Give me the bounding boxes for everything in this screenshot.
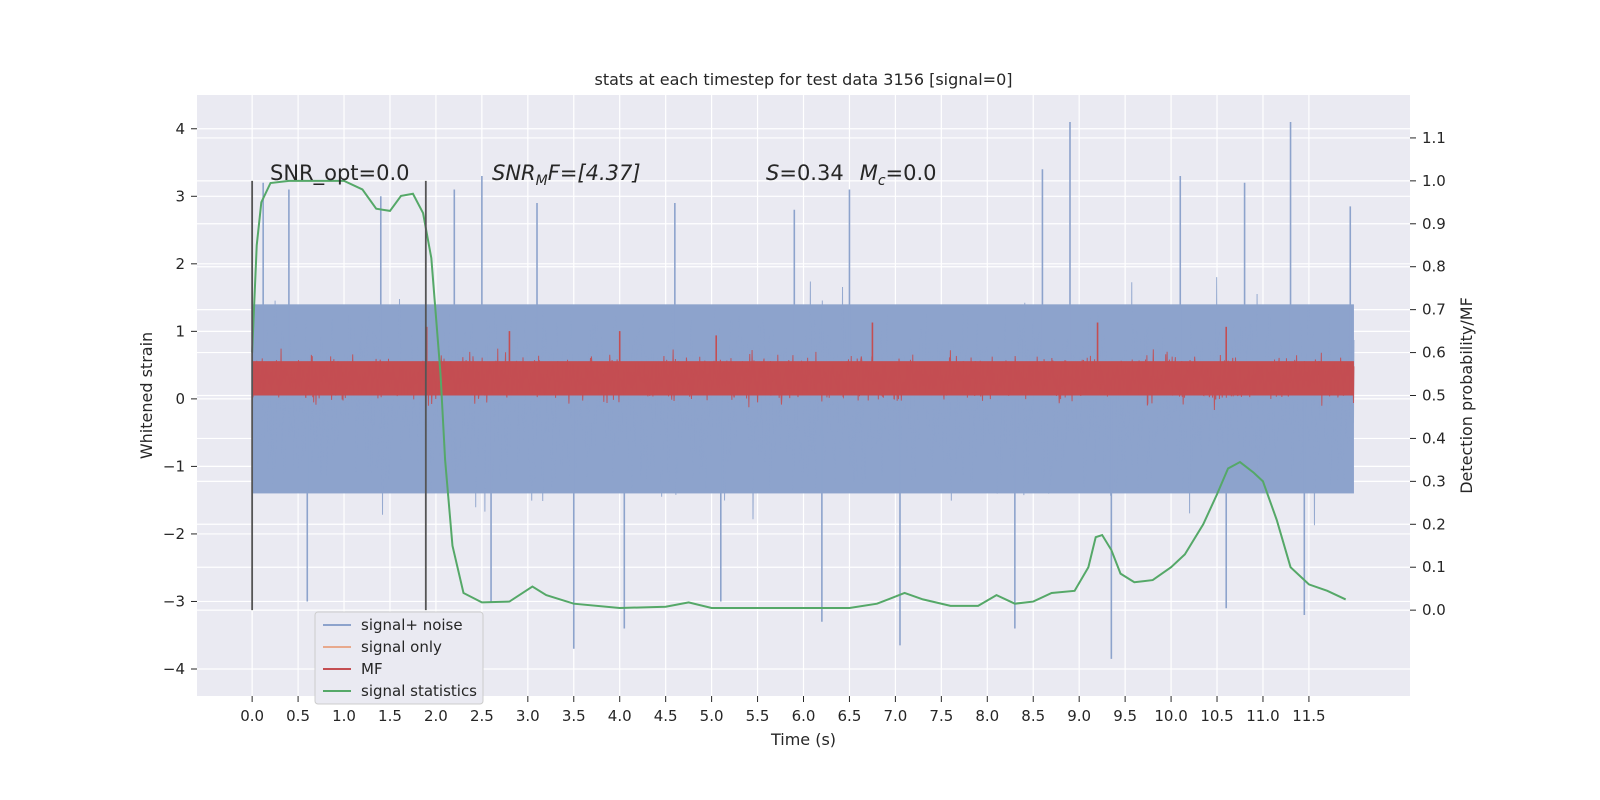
y2-tick-label: 0.1 [1422,558,1446,576]
x-tick-label: 4.0 [608,707,632,725]
x-tick-label: 0.5 [286,707,310,725]
y2-tick-label: 1.0 [1422,172,1446,190]
mc-subscript: c [878,173,886,189]
x-tick-label: 3.5 [562,707,586,725]
x-tick-label: 7.5 [929,707,953,725]
y-tick-label: −3 [163,592,185,610]
x-tick-label: 9.0 [1067,707,1091,725]
y-tick-label: −1 [163,457,185,475]
snr-mf-value: F=[4.37] [548,161,641,185]
x-tick-label: 6.0 [792,707,816,725]
x-tick-label: 1.5 [378,707,402,725]
y-tick-label: 4 [175,120,185,138]
y2-tick-label: 0.6 [1422,344,1446,362]
event-markers [251,180,427,611]
legend-box [314,611,484,705]
legend-label: signal statistics [361,682,477,700]
y2-tick-label: 0.3 [1422,472,1446,490]
x-tick-label: 4.5 [654,707,678,725]
x-tick-label: 2.5 [470,707,494,725]
y-tick-label: 3 [175,187,185,205]
stats-annotation: S=0.34 Mc=0.0 [766,161,937,189]
x-tick-label: 3.0 [516,707,540,725]
y2-tick-label: 1.1 [1422,129,1446,147]
x-axis-ticks: 0.0 0.5 1.0 1.5 2.0 2.5 3.0 3.5 4.0 4.5 5.0 5.5 6.0 6… [240,696,1326,725]
x-tick-label: 5.0 [700,707,724,725]
x-tick-label: 8.0 [975,707,999,725]
y-tick-label: −2 [163,525,185,543]
legend: signal+ noise signal only MF signal statist… [314,611,484,705]
mc-value: =0.0 [886,161,937,185]
x-tick-label: 10.0 [1154,707,1187,725]
legend-label: signal only [361,638,442,656]
y-tick-label: 2 [175,255,185,273]
snr-mf-symbol: SNR [492,161,536,185]
y-tick-label: 0 [175,390,185,408]
x-axis-label: Time (s) [770,730,836,749]
y2-axis-label: Detection probability/MF [1457,297,1476,494]
s-value: =0.34 [779,161,843,185]
s-symbol: S [766,161,779,185]
x-tick-label: 10.5 [1200,707,1233,725]
snr-mf-subscript: M [536,173,548,189]
x-tick-label: 1.0 [332,707,356,725]
x-tick-label: 2.0 [424,707,448,725]
y-axis-label: Whitened strain [137,332,156,459]
y-tick-label: 1 [175,322,185,340]
y2-tick-label: 0.0 [1422,601,1446,619]
y2-tick-label: 0.8 [1422,258,1446,276]
y2-tick-label: 0.5 [1422,387,1446,405]
mf-line [251,348,1355,411]
y-axis-ticks: 4 3 2 1 0 −1 −2 −3 −4 [163,120,197,678]
x-tick-label: 6.5 [838,707,862,725]
x-tick-label: 11.0 [1246,707,1279,725]
x-tick-label: 8.5 [1021,707,1045,725]
legend-label: signal+ noise [361,616,463,634]
y-tick-label: −4 [163,660,185,678]
y2-tick-label: 0.7 [1422,301,1446,319]
x-tick-label: 5.5 [746,707,770,725]
y2-tick-label: 0.2 [1422,515,1446,533]
x-tick-label: 9.5 [1113,707,1137,725]
snr-mf-annotation: SNRMF=[4.37] [492,161,641,189]
x-tick-label: 11.5 [1292,707,1325,725]
x-tick-label: 7.0 [883,707,907,725]
mc-symbol: M [860,161,878,185]
chart-title: stats at each timestep for test data 315… [594,70,1012,89]
data-layer [251,122,1355,659]
signal-statistics-line [251,179,1347,610]
snr-opt-annotation: SNR_opt=0.0 [270,161,410,186]
y2-tick-label: 0.4 [1422,429,1446,447]
legend-label: MF [361,660,383,678]
y2-axis-ticks: 1.1 1.0 0.9 0.8 0.7 0.6 0.5 0.4 0.3 0.2 0.1 0.0 [1410,129,1446,619]
y2-tick-label: 0.9 [1422,215,1446,233]
x-tick-label: 0.0 [240,707,264,725]
